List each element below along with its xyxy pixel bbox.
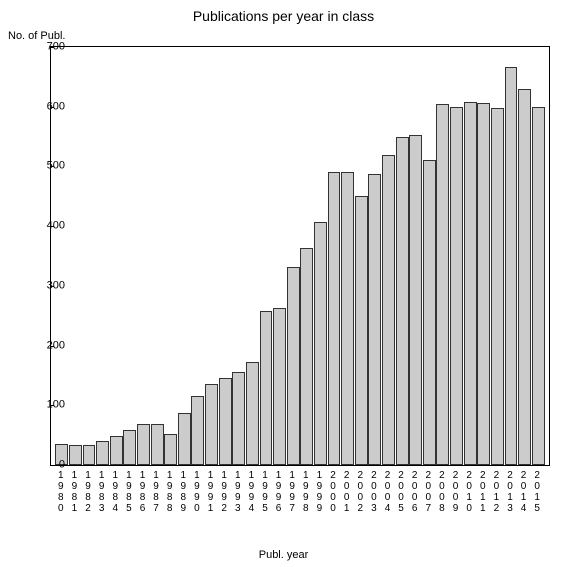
y-tick-mark [50, 226, 54, 227]
x-tick-label: 1985 [124, 470, 134, 514]
bar [96, 441, 109, 465]
x-tick-label: 2000 [328, 470, 338, 514]
bar [396, 137, 409, 465]
y-tick-mark [50, 286, 54, 287]
x-tick-label: 2013 [505, 470, 515, 514]
plot-area [50, 46, 550, 466]
x-tick-label: 2001 [342, 470, 352, 514]
y-tick-mark [50, 346, 54, 347]
y-tick-label: 200 [25, 340, 65, 351]
x-tick-label: 2009 [451, 470, 461, 514]
chart-container: Publications per year in class No. of Pu… [0, 0, 567, 567]
bar [505, 67, 518, 465]
y-tick-mark [50, 166, 54, 167]
y-tick-label: 400 [25, 221, 65, 232]
x-tick-label: 2015 [532, 470, 542, 514]
x-tick-label: 2003 [369, 470, 379, 514]
bar [328, 172, 341, 465]
x-tick-label: 2014 [519, 470, 529, 514]
y-tick-label: 600 [25, 101, 65, 112]
bar [409, 135, 422, 465]
y-tick-label: 300 [25, 280, 65, 291]
y-tick-mark [50, 465, 54, 466]
y-tick-label: 500 [25, 161, 65, 172]
bar [191, 396, 204, 465]
x-tick-label: 2010 [464, 470, 474, 514]
x-tick-label: 1984 [110, 470, 120, 514]
bar [287, 267, 300, 465]
x-tick-label: 1998 [301, 470, 311, 514]
bar [260, 311, 273, 465]
bar [450, 107, 463, 465]
bar [368, 174, 381, 465]
bar [341, 172, 354, 465]
x-tick-label: 2004 [382, 470, 392, 514]
bar [123, 430, 136, 465]
x-tick-label: 1981 [69, 470, 79, 514]
x-tick-label: 1982 [83, 470, 93, 514]
x-tick-label: 1989 [178, 470, 188, 514]
bar [219, 378, 232, 465]
bar [314, 222, 327, 465]
x-tick-label: 2005 [396, 470, 406, 514]
bar [178, 413, 191, 465]
bar [491, 108, 504, 465]
bar [355, 196, 368, 465]
x-tick-label: 2008 [437, 470, 447, 514]
bar [300, 248, 313, 465]
x-tick-label: 1997 [287, 470, 297, 514]
x-tick-label: 1994 [246, 470, 256, 514]
bar [382, 155, 395, 466]
x-tick-label: 2002 [355, 470, 365, 514]
bar [273, 308, 286, 465]
bar [232, 372, 245, 465]
x-tick-label: 1986 [137, 470, 147, 514]
x-tick-label: 1992 [219, 470, 229, 514]
y-tick-mark [50, 107, 54, 108]
y-tick-mark [50, 405, 54, 406]
bar [69, 445, 82, 465]
x-tick-label: 1996 [274, 470, 284, 514]
bar [110, 436, 123, 465]
bar [518, 89, 531, 465]
chart-title: Publications per year in class [0, 8, 567, 24]
bar [532, 107, 545, 465]
x-tick-label: 1990 [192, 470, 202, 514]
bar [205, 384, 218, 465]
y-tick-mark [50, 47, 54, 48]
bar [464, 102, 477, 465]
bar [164, 434, 177, 465]
bar [151, 424, 164, 465]
x-tick-label: 1987 [151, 470, 161, 514]
y-tick-label: 100 [25, 400, 65, 411]
bar [83, 445, 96, 465]
x-tick-label: 2011 [478, 470, 488, 514]
bar [423, 160, 436, 465]
x-tick-label: 1988 [165, 470, 175, 514]
x-tick-label: 2006 [410, 470, 420, 514]
x-tick-label: 1995 [260, 470, 270, 514]
x-axis-label: Publ. year [0, 549, 567, 561]
bar [436, 104, 449, 465]
y-tick-label: 0 [25, 460, 65, 471]
x-tick-label: 1991 [206, 470, 216, 514]
x-tick-label: 1999 [314, 470, 324, 514]
x-tick-label: 2012 [491, 470, 501, 514]
bar [137, 424, 150, 465]
x-tick-label: 1993 [233, 470, 243, 514]
x-tick-label: 1983 [97, 470, 107, 514]
bar [246, 362, 259, 465]
x-tick-label: 2007 [423, 470, 433, 514]
x-tick-label: 1980 [56, 470, 66, 514]
bar [477, 103, 490, 465]
y-tick-label: 700 [25, 42, 65, 53]
